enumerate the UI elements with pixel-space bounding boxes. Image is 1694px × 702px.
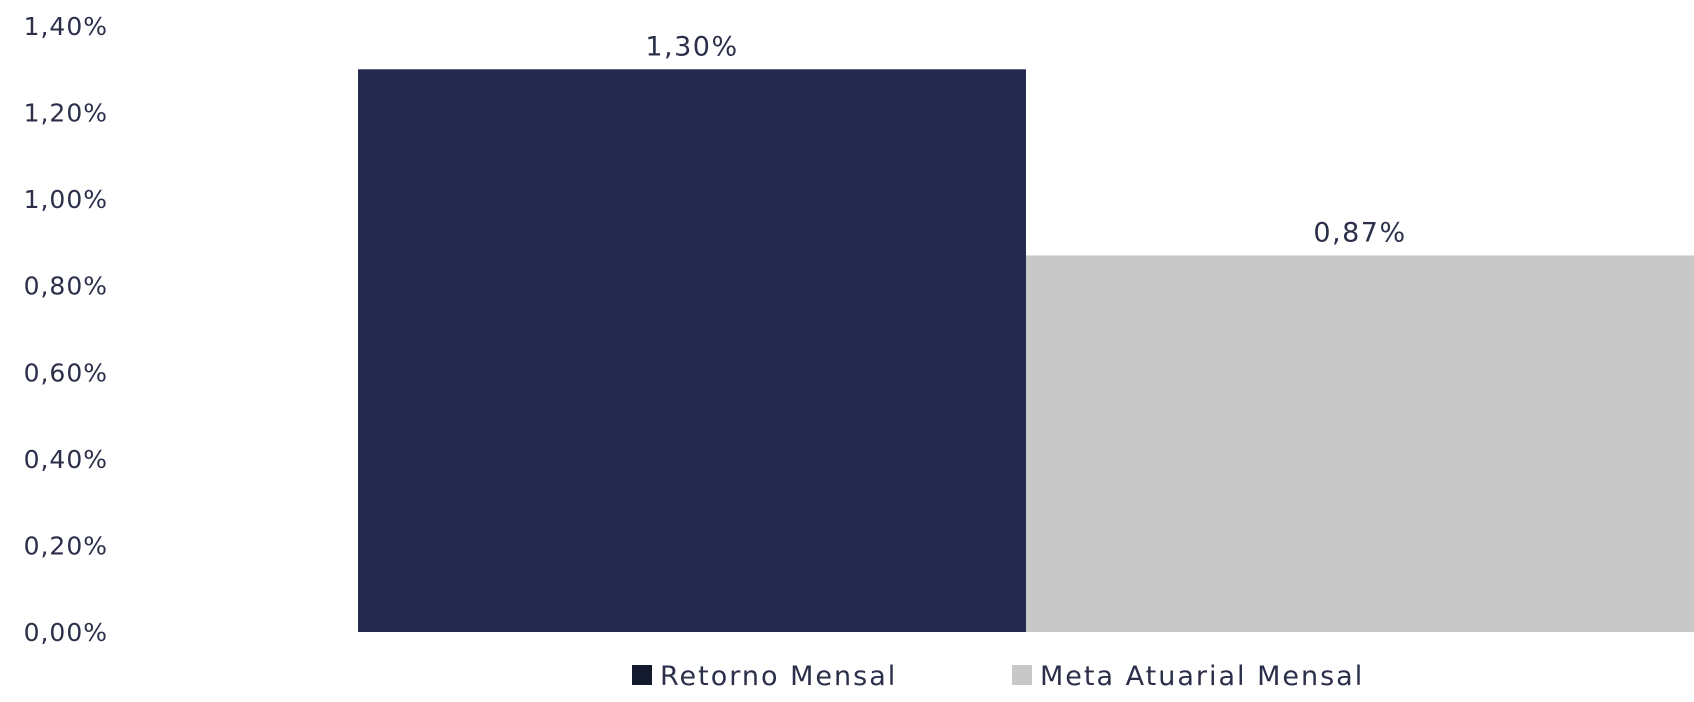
legend-swatch [632,665,652,685]
y-tick-label: 0,00% [24,618,108,647]
data-label: 1,30% [645,31,738,62]
legend-item: Meta Atuarial Mensal [1012,661,1364,692]
y-tick-label: 0,40% [24,445,108,474]
legend: Retorno Mensal Meta Atuarial Mensal [632,661,1364,692]
y-tick-label: 1,40% [24,12,108,41]
bar-meta-atuarial-mensal [1026,255,1694,632]
data-labels-group: 1,30% 0,87% [645,31,1406,248]
y-tick-label: 0,20% [24,531,108,560]
y-tick-label: 1,20% [24,99,108,128]
y-tick-label: 0,60% [24,358,108,387]
bar-retorno-mensal [358,69,1026,633]
y-tick-label: 0,80% [24,272,108,301]
y-axis: 0,00% 0,20% 0,40% 0,60% 0,80% 1,00% 1,20% 1,40% [24,12,108,647]
bars-group [358,69,1694,633]
legend-label: Meta Atuarial Mensal [1040,661,1364,692]
legend-swatch [1012,665,1032,685]
y-tick-label: 1,00% [24,185,108,214]
legend-item: Retorno Mensal [632,661,897,692]
data-label: 0,87% [1313,217,1406,248]
legend-label: Retorno Mensal [660,661,897,692]
